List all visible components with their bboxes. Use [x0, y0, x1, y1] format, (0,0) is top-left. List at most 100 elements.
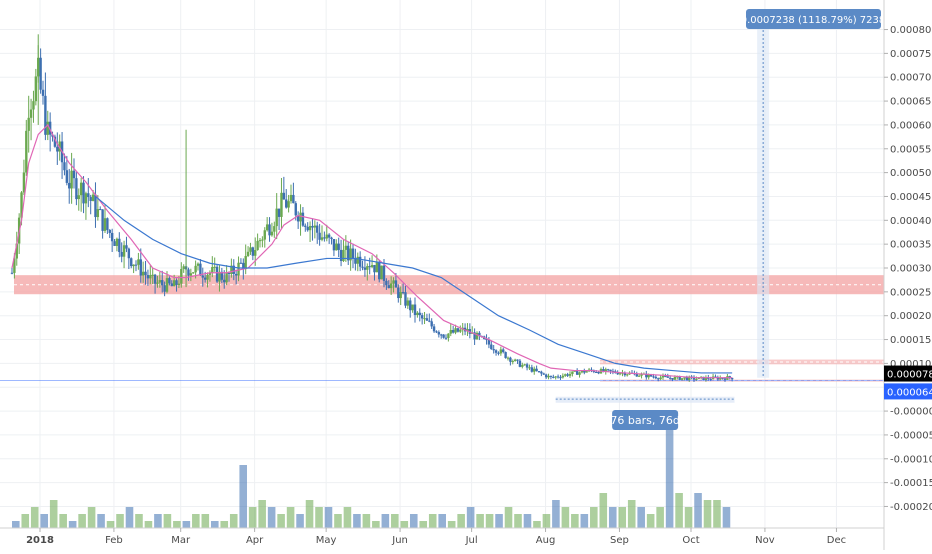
candle-body	[370, 265, 374, 268]
candle-body	[118, 238, 121, 252]
candle-body	[413, 304, 417, 316]
candle-body	[306, 226, 309, 231]
price-tick-label: 0.0006000	[890, 120, 932, 131]
candle-body	[29, 109, 33, 118]
candle-body	[380, 265, 383, 280]
candle-body	[347, 245, 350, 261]
current-price-tag	[884, 383, 932, 400]
candle-body	[268, 224, 271, 236]
candle-body	[516, 359, 519, 361]
volume-bar	[258, 500, 266, 528]
last-price-label: 0.0000787	[887, 370, 932, 381]
price-tick-label: 0.0004000	[890, 216, 932, 227]
candle-body	[163, 285, 166, 292]
candle-body	[597, 372, 600, 374]
candle-body	[189, 273, 193, 276]
candle-body	[571, 371, 574, 375]
candle-body	[211, 267, 214, 273]
price-axis[interactable]: 0.0008000 0.0007500 0.0007000 0.0006500 0.00…	[884, 25, 932, 513]
candle-body	[318, 232, 321, 240]
candle-body	[53, 136, 57, 147]
candle-body	[666, 376, 669, 378]
candle-body	[75, 178, 78, 200]
volume-bar	[627, 500, 636, 528]
time-axis[interactable]: 2018 Feb Mar Apr May Jun Jul Aug Sep Oct Nov Dec	[26, 528, 846, 546]
price-tick-label: 0.0003000	[890, 264, 932, 275]
price-tick-label: -0.0000000	[890, 407, 932, 418]
candles	[10, 34, 734, 383]
candle-body	[351, 248, 355, 259]
candle-body	[270, 231, 274, 236]
candle-body	[265, 224, 269, 231]
volume-bar	[514, 514, 522, 528]
time-tick-label: Dec	[827, 535, 846, 546]
candle-body	[454, 328, 457, 333]
volume-bar	[173, 521, 181, 528]
candle-body	[626, 374, 629, 376]
candle-body	[153, 274, 157, 284]
candle-body	[478, 332, 481, 337]
candle-body	[32, 101, 35, 110]
candle-body	[13, 258, 16, 273]
volume-bar	[78, 514, 86, 528]
volume-bar	[154, 514, 162, 528]
volume-bar	[106, 521, 115, 528]
volume-bar	[315, 507, 323, 528]
candle-body	[404, 292, 407, 306]
candle-body	[63, 162, 66, 171]
candle-body	[487, 340, 491, 345]
candle-body	[502, 349, 505, 353]
candle-body	[20, 192, 23, 218]
candle-body	[466, 329, 469, 332]
candle-body	[595, 371, 598, 373]
volume-bar	[305, 500, 314, 528]
price-tick-label: -0.0001500	[890, 478, 932, 489]
candle-body	[490, 344, 493, 350]
candle-body	[525, 364, 529, 368]
volume-bar	[59, 514, 67, 528]
projection-label: 0.0007238 (1118.79%) 7238	[741, 15, 886, 26]
candle-body	[227, 272, 231, 275]
volume-bar	[210, 521, 219, 528]
candle-body	[535, 368, 538, 372]
candle-body	[363, 267, 367, 270]
candle-body	[158, 280, 162, 283]
candle-body	[149, 275, 152, 279]
candle-body	[664, 375, 667, 377]
candle-body	[513, 359, 517, 362]
volume-bar	[419, 521, 428, 528]
upper-band	[600, 359, 884, 365]
candle-body	[261, 239, 264, 241]
candle-body	[668, 377, 672, 379]
candle-body	[25, 130, 28, 173]
candle-body	[356, 256, 359, 264]
candle-body	[447, 333, 450, 338]
candle-body	[692, 376, 696, 380]
candle-body	[311, 225, 314, 228]
volume-bar	[447, 521, 456, 528]
candle-body	[196, 263, 200, 266]
candle-body	[542, 373, 545, 375]
candle-body	[130, 258, 133, 267]
candle-body	[44, 95, 47, 135]
candle-body	[437, 332, 441, 335]
candle-body	[521, 365, 524, 367]
candle-body	[144, 271, 147, 276]
candle-body	[313, 225, 317, 228]
ma-fast-line	[11, 123, 733, 379]
volume-bar	[362, 514, 371, 528]
current-price-label: 0.0000643	[887, 387, 932, 398]
candle-body	[540, 371, 543, 374]
time-tick-label: Oct	[682, 535, 699, 546]
candle-body	[251, 247, 255, 256]
candle-body	[659, 377, 662, 380]
candle-body	[528, 367, 531, 369]
candle-body	[442, 334, 445, 338]
volume-bar	[277, 514, 285, 528]
candle-body	[604, 369, 607, 372]
candle-body	[499, 349, 503, 354]
measure-label: 76 bars, 76d	[610, 414, 679, 427]
candle-body	[339, 249, 343, 262]
